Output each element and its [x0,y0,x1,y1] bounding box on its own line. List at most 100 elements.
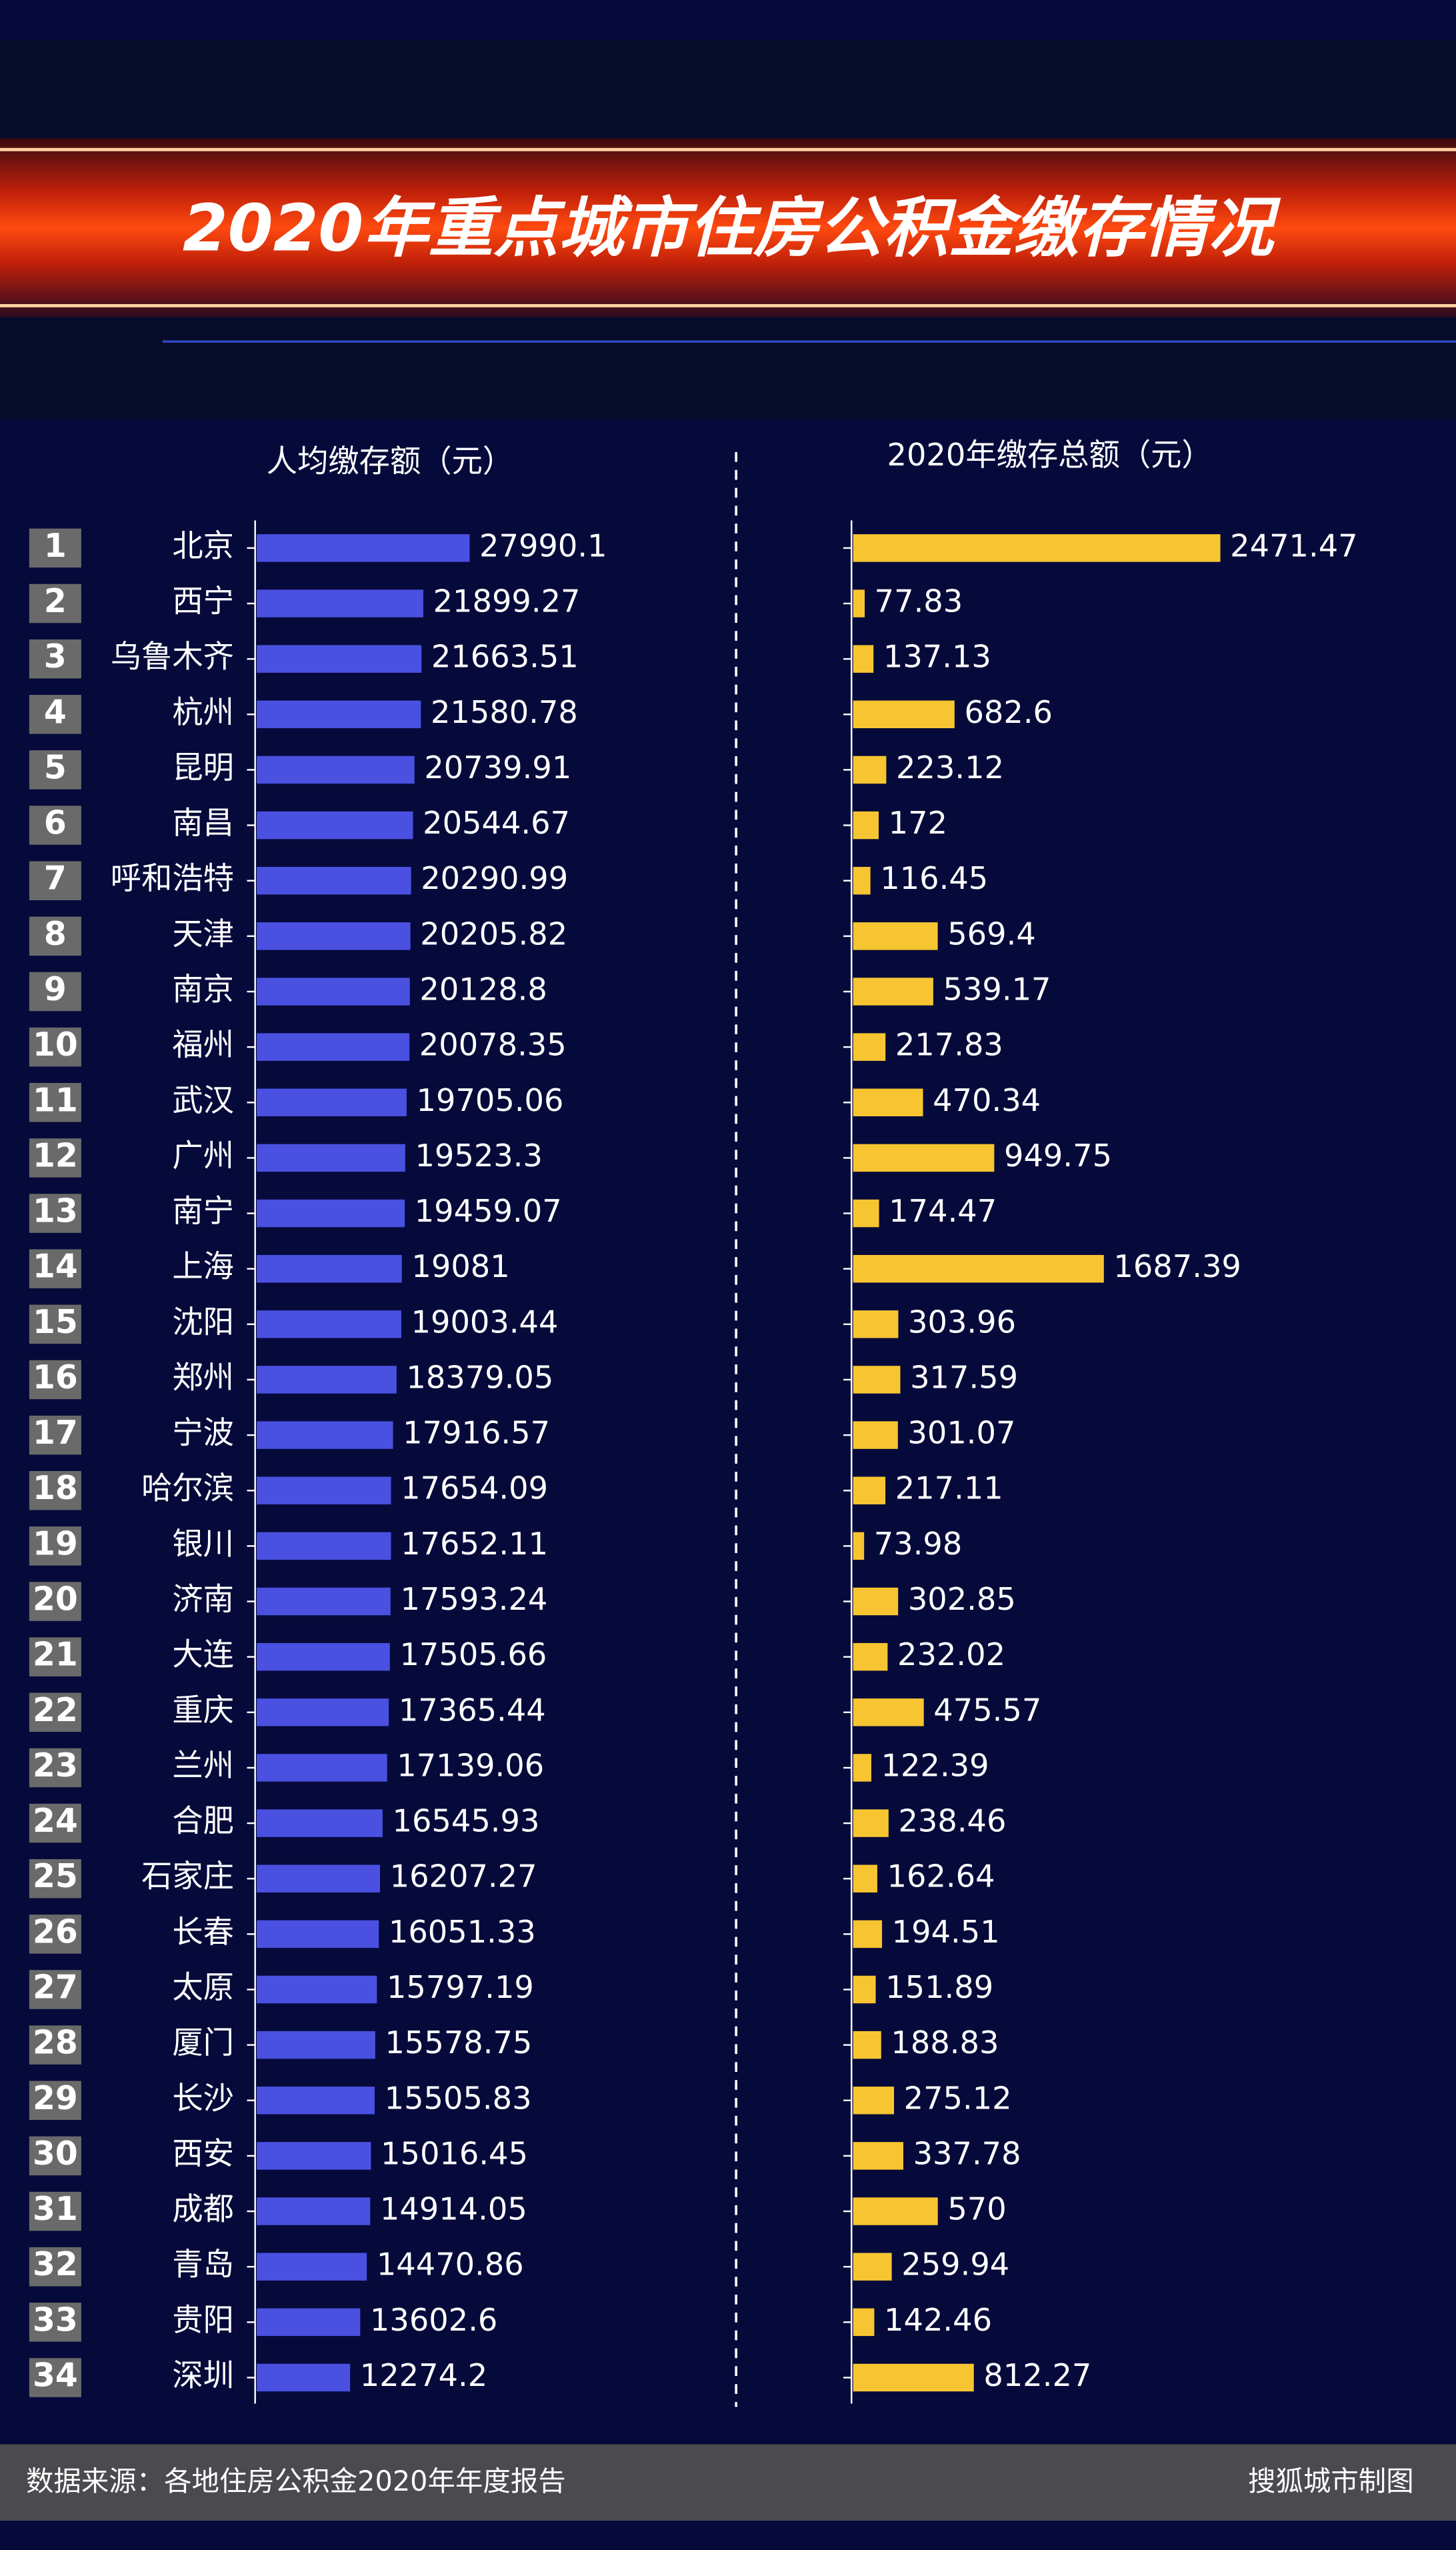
bar [257,1532,391,1560]
rank: 27 [33,1969,78,2007]
rank: 9 [44,971,67,1008]
rank: 30 [33,2135,78,2173]
bar [853,1642,888,1671]
bar [853,1199,879,1228]
bar [853,1587,899,1616]
category-label: 银川 [172,1526,234,1562]
rank: 18 [33,1470,78,1507]
rank: 7 [44,860,67,898]
rank-box [29,639,81,679]
title: 2020年重点城市住房公积金缴存情况 [183,190,1281,266]
bar [853,2087,895,2115]
value-label: 20739.91 [424,750,571,786]
rank-box [29,1582,81,1621]
marks: 1 北京 2 西宁 3 乌鲁木齐 4 杭州 5 昆明 6 南昌 7 呼和浩特 8 天津 9 南京 10 福州 11 武汉 1… [29,527,1358,2397]
rank-box [29,1304,81,1344]
value-label: 21899.27 [433,583,581,619]
value-label: 17505.66 [399,1636,547,1672]
rank: 12 [33,1137,78,1174]
value-label: 275.12 [904,2080,1012,2116]
bar [853,1532,865,1560]
bar [853,700,955,729]
value-label: 301.07 [907,1415,1015,1451]
rank-box [29,1415,81,1455]
bar [853,1421,898,1449]
bar [257,1144,405,1172]
rank: 19 [33,1525,78,1562]
rank-box [29,806,81,845]
bar [853,1310,899,1338]
value-label: 317.59 [910,1359,1018,1395]
value-label: 16207.27 [390,1858,537,1894]
category-label: 武汉 [172,1082,234,1118]
category-label: 天津 [172,916,234,952]
bar [853,2031,881,2059]
rank-box [29,2358,81,2397]
value-label: 569.4 [947,916,1036,952]
bar [853,1809,889,1837]
rank: 22 [33,1692,78,1729]
bar [257,1366,397,1394]
bar [257,1587,391,1616]
rank-box [29,916,81,956]
value-label: 19459.07 [415,1193,562,1229]
bar [257,866,411,895]
bar [257,645,422,673]
rank-box [29,2191,81,2231]
bar [853,2253,892,2281]
value-label: 19705.06 [417,1082,564,1118]
value-label: 19003.44 [411,1304,559,1340]
bar [257,2363,351,2392]
category-label: 石家庄 [141,1858,234,1894]
category-label: 济南 [172,1581,234,1617]
value-label: 16051.33 [389,1914,536,1950]
value-label: 232.02 [897,1636,1005,1672]
bar [257,1975,377,2004]
rank-box [29,1249,81,1288]
bar [853,756,887,784]
bar [853,1033,886,1061]
value-label: 682.6 [964,694,1053,730]
bar [853,811,879,840]
category-label: 贵阳 [172,2302,234,2338]
value-label: 949.75 [1004,1138,1112,1174]
rank: 3 [44,638,67,676]
value-label: 17916.57 [403,1415,550,1451]
bar [257,1033,410,1061]
value-label: 217.11 [895,1470,1003,1506]
bar [257,1310,401,1338]
rank-box [29,1692,81,1732]
footer-bg [0,2444,1456,2521]
value-label: 217.83 [895,1027,1003,1063]
rank: 1 [44,527,67,565]
value-label: 116.45 [880,860,988,896]
value-label: 302.85 [908,1581,1016,1617]
category-label: 南宁 [172,1193,234,1229]
category-label: 郑州 [172,1359,234,1395]
bar [257,1254,402,1283]
value-label: 238.46 [898,1803,1006,1839]
bar [257,811,413,840]
value-label: 162.64 [887,1858,995,1894]
value-label: 20544.67 [423,805,570,841]
category-label: 青岛 [172,2247,234,2283]
value-label: 17593.24 [400,1581,547,1617]
bar [853,589,865,617]
rank: 5 [44,749,67,786]
bar [853,1254,1104,1283]
rank-box [29,695,81,734]
rank: 4 [44,694,67,731]
bar [853,534,1221,562]
value-label: 1687.39 [1113,1248,1241,1284]
rank-box [29,1027,81,1067]
rank: 23 [33,1747,78,1784]
value-label: 194.51 [892,1914,1000,1950]
category-label: 南京 [172,971,234,1007]
bar [257,978,410,1006]
value-label: 20205.82 [420,916,567,952]
value-label: 17139.06 [397,1747,544,1783]
value-label: 73.98 [874,1526,963,1562]
value-label: 14470.86 [377,2247,524,2283]
value-label: 17652.11 [401,1526,548,1562]
